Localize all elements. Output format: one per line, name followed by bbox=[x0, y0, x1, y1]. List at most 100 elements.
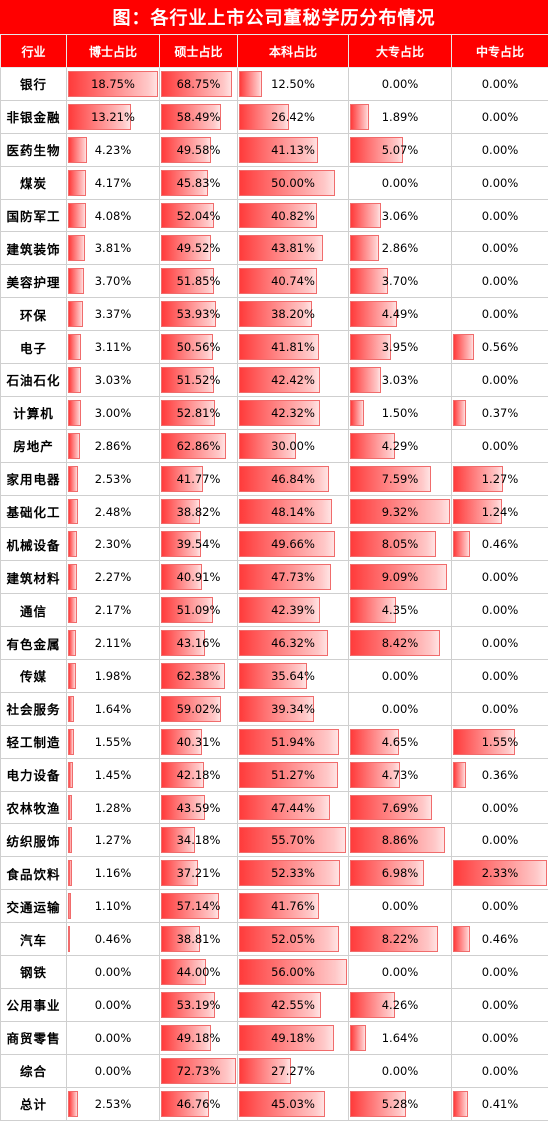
cell-secondary: 0.00% bbox=[451, 297, 548, 332]
data-bar bbox=[161, 136, 212, 163]
industry-name: 综合 bbox=[0, 1053, 67, 1088]
table-row: 电力设备 1.45% 42.18% 51.27% 4.73% 0.36% bbox=[0, 757, 548, 792]
cell-value: 4.29% bbox=[381, 438, 419, 453]
cell-master: 52.04% bbox=[159, 198, 238, 233]
data-bar bbox=[350, 860, 425, 887]
cell-phd: 4.17% bbox=[66, 165, 160, 200]
data-bar bbox=[68, 268, 85, 295]
cell-value: 38.82% bbox=[176, 504, 221, 519]
table-row: 传媒 1.98% 62.38% 35.64% 0.00% 0.00% bbox=[0, 659, 548, 693]
cell-value: 0.00% bbox=[481, 701, 519, 716]
cell-bachelor: 40.82% bbox=[237, 198, 349, 233]
cell-value: 2.17% bbox=[94, 603, 132, 618]
cell-master: 53.19% bbox=[159, 987, 238, 1022]
cell-value: 42.32% bbox=[271, 405, 315, 420]
cell-college: 4.49% bbox=[348, 297, 452, 332]
header-row: 行业 博士占比 硕士占比 本科占比 大专占比 中专占比 bbox=[0, 34, 548, 68]
data-bar bbox=[453, 399, 467, 426]
data-bar bbox=[453, 860, 547, 887]
cell-college: 8.22% bbox=[348, 922, 452, 957]
industry-name: 家用电器 bbox=[0, 461, 67, 496]
cell-master: 59.02% bbox=[159, 691, 238, 726]
cell-secondary: 0.00% bbox=[451, 790, 548, 825]
cell-phd: 2.53% bbox=[66, 461, 160, 496]
data-bar bbox=[350, 103, 369, 130]
cell-phd: 1.55% bbox=[66, 724, 160, 759]
cell-value: 0.00% bbox=[94, 1030, 132, 1045]
header-industry: 行业 bbox=[0, 34, 67, 68]
cell-value: 51.94% bbox=[271, 734, 315, 749]
cell-bachelor: 46.32% bbox=[237, 626, 349, 661]
industry-name: 非银金融 bbox=[0, 99, 67, 134]
data-bar bbox=[453, 531, 470, 558]
cell-college: 0.00% bbox=[348, 955, 452, 989]
cell-secondary: 0.37% bbox=[451, 395, 548, 430]
cell-value: 3.95% bbox=[381, 340, 419, 355]
cell-phd: 4.08% bbox=[66, 198, 160, 233]
data-bar bbox=[68, 334, 82, 361]
cell-value: 34.18% bbox=[176, 833, 221, 848]
cell-value: 0.00% bbox=[481, 899, 519, 914]
industry-name: 环保 bbox=[0, 297, 67, 332]
table-row: 家用电器 2.53% 41.77% 46.84% 7.59% 1.27% bbox=[0, 461, 548, 496]
cell-value: 7.59% bbox=[381, 471, 419, 486]
cell-value: 43.16% bbox=[176, 636, 221, 651]
cell-value: 1.50% bbox=[381, 405, 419, 420]
cell-value: 53.19% bbox=[176, 997, 221, 1012]
data-bar bbox=[239, 761, 338, 788]
data-bar bbox=[239, 728, 340, 755]
cell-value: 49.18% bbox=[271, 1030, 315, 1045]
cell-value: 50.00% bbox=[271, 175, 315, 190]
data-bar bbox=[239, 663, 307, 689]
data-bar bbox=[350, 268, 389, 295]
cell-value: 49.18% bbox=[176, 1030, 221, 1045]
cell-value: 9.32% bbox=[381, 504, 419, 519]
table-row: 农林牧渔 1.28% 43.59% 47.44% 7.69% 0.00% bbox=[0, 790, 548, 825]
cell-value: 50.56% bbox=[176, 340, 221, 355]
cell-value: 27.27% bbox=[271, 1063, 315, 1078]
cell-value: 3.00% bbox=[94, 405, 132, 420]
cell-value: 2.27% bbox=[94, 570, 132, 585]
cell-bachelor: 26.42% bbox=[237, 99, 349, 134]
cell-value: 0.00% bbox=[481, 241, 519, 256]
table-body: 银行 18.75% 68.75% 12.50% 0.00% 0.00% 非银金融 13.21%… bbox=[0, 67, 548, 1121]
cell-value: 30.00% bbox=[271, 438, 315, 453]
data-bar bbox=[161, 860, 199, 887]
data-bar bbox=[161, 663, 226, 689]
cell-bachelor: 48.14% bbox=[237, 494, 349, 529]
cell-secondary: 0.00% bbox=[451, 626, 548, 661]
data-bar bbox=[161, 695, 222, 722]
data-bar bbox=[350, 564, 448, 591]
cell-secondary: 0.00% bbox=[451, 889, 548, 924]
data-bar bbox=[161, 564, 203, 591]
data-bar bbox=[239, 827, 347, 854]
cell-value: 8.22% bbox=[381, 932, 419, 947]
table-row: 医药生物 4.23% 49.58% 41.13% 5.07% 0.00% bbox=[0, 132, 548, 167]
data-bar bbox=[350, 1090, 406, 1117]
cell-value: 3.06% bbox=[381, 208, 419, 223]
data-bar bbox=[350, 367, 382, 393]
cell-value: 40.31% bbox=[176, 734, 221, 749]
cell-secondary: 0.00% bbox=[451, 823, 548, 858]
cell-phd: 3.37% bbox=[66, 297, 160, 332]
industry-name: 计算机 bbox=[0, 395, 67, 430]
cell-value: 52.81% bbox=[176, 405, 221, 420]
data-bar bbox=[68, 893, 72, 920]
table-row: 有色金属 2.11% 43.16% 46.32% 8.42% 0.00% bbox=[0, 626, 548, 661]
table-row: 银行 18.75% 68.75% 12.50% 0.00% 0.00% bbox=[0, 67, 548, 101]
data-bar bbox=[161, 334, 213, 361]
cell-master: 72.73% bbox=[159, 1053, 238, 1088]
table-row: 商贸零售 0.00% 49.18% 49.18% 1.64% 0.00% bbox=[0, 1020, 548, 1055]
cell-phd: 2.11% bbox=[66, 626, 160, 661]
data-bar bbox=[161, 991, 216, 1018]
data-bar bbox=[350, 531, 437, 558]
cell-phd: 0.00% bbox=[66, 1020, 160, 1055]
cell-value: 42.39% bbox=[271, 603, 315, 618]
cell-secondary: 0.00% bbox=[451, 987, 548, 1022]
data-bar bbox=[68, 103, 131, 130]
cell-master: 57.14% bbox=[159, 889, 238, 924]
data-bar bbox=[350, 926, 438, 953]
data-bar bbox=[350, 991, 395, 1018]
data-bar bbox=[239, 1057, 291, 1084]
cell-secondary: 0.46% bbox=[451, 922, 548, 957]
